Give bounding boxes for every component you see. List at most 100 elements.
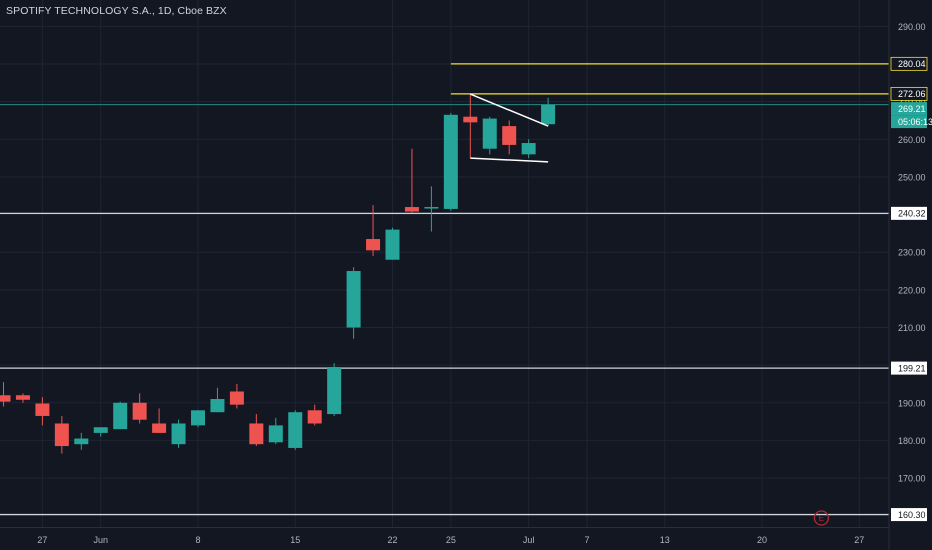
candle-body	[327, 367, 342, 415]
candle-body	[35, 403, 50, 416]
price-tick-label: 290.00	[898, 22, 926, 32]
candle	[404, 148, 419, 213]
candle	[288, 410, 303, 450]
candle	[249, 414, 264, 447]
candle-body	[74, 438, 89, 445]
horizontal-levels[interactable]	[0, 63, 889, 516]
candle-body	[463, 116, 478, 123]
time-tick-label: 15	[290, 535, 300, 545]
candle-body	[249, 423, 264, 445]
candle-body	[268, 425, 283, 443]
candle	[0, 382, 11, 407]
price-tick-label: 220.00	[898, 285, 926, 295]
candle	[171, 419, 186, 448]
price-tag-160.30-bg[interactable]	[891, 508, 927, 522]
candle	[463, 94, 478, 159]
time-tick-label: 7	[584, 535, 589, 545]
price-tag-272.06-bg[interactable]	[890, 86, 928, 101]
candle-body	[132, 402, 147, 420]
price-tick-label: 260.00	[898, 135, 926, 145]
price-axis[interactable]: 170.00180.00190.00200.00210.00220.00230.…	[888, 0, 932, 550]
candle	[15, 393, 30, 403]
candle-body	[443, 114, 458, 209]
candle	[93, 427, 108, 437]
candle-body	[113, 402, 128, 430]
candles	[0, 94, 556, 454]
price-tag-272.06: 272.06	[898, 89, 926, 99]
candle	[268, 417, 283, 445]
countdown-tag: 05:06:13	[898, 117, 932, 127]
trendline[interactable]	[470, 157, 549, 163]
candle-body	[229, 391, 244, 405]
candle	[443, 112, 458, 211]
candle-body	[521, 143, 536, 155]
price-tag-280.04: 280.04	[898, 59, 926, 69]
candle	[191, 410, 205, 428]
candle-body	[191, 410, 205, 426]
time-tick-label: Jun	[93, 535, 108, 545]
time-tick-label: 13	[660, 535, 670, 545]
time-tick-label: 27	[37, 535, 47, 545]
candle	[385, 227, 400, 260]
price-tag-240.32-bg[interactable]	[891, 206, 927, 220]
candle-body	[307, 410, 322, 424]
candle	[132, 393, 147, 424]
event-markers[interactable]: E	[813, 510, 830, 526]
candle	[74, 432, 89, 450]
candle	[521, 139, 536, 159]
candle	[482, 116, 497, 155]
candle-body	[385, 229, 400, 260]
candle-body	[15, 395, 30, 400]
price-tag-280.04-bg[interactable]	[890, 56, 928, 71]
candle	[307, 404, 322, 426]
candle	[541, 97, 556, 127]
time-tick-label: 22	[387, 535, 397, 545]
earnings-marker-label: E	[819, 514, 824, 523]
candle-body	[171, 423, 186, 445]
price-tag-199.21: 199.21	[898, 363, 926, 373]
candle-body	[93, 427, 108, 433]
earnings-marker[interactable]	[813, 510, 830, 526]
price-tag-199.21-bg[interactable]	[891, 361, 927, 375]
candle-body	[0, 395, 11, 402]
grid-lines	[0, 0, 889, 527]
countdown-tag-bg[interactable]	[891, 115, 927, 129]
time-tick-label: 8	[195, 535, 200, 545]
candle-body	[502, 126, 517, 145]
price-tick-label: 170.00	[898, 474, 926, 484]
last-price-tag-bg[interactable]	[891, 102, 927, 116]
candle-body	[210, 399, 225, 413]
candle-body	[424, 207, 439, 209]
candle	[152, 408, 167, 433]
candle	[229, 383, 244, 409]
price-tick-label: 250.00	[898, 172, 926, 182]
price-tick-label: 180.00	[898, 436, 926, 446]
candle	[502, 120, 517, 155]
price-tag-160.30: 160.30	[898, 510, 926, 520]
candle	[54, 415, 69, 454]
time-tick-label: 27	[854, 535, 864, 545]
trendlines[interactable]	[470, 93, 549, 163]
price-tick-label: 230.00	[898, 248, 926, 258]
candle	[424, 186, 439, 232]
candle-body	[366, 239, 381, 251]
candle-body	[288, 412, 303, 448]
time-tick-label: 25	[446, 535, 456, 545]
chart-title: SPOTIFY TECHNOLOGY S.A., 1D, Cboe BZX	[6, 5, 227, 17]
candle-body	[404, 207, 419, 212]
time-tick-label: Jul	[523, 535, 535, 545]
price-tag-240.32: 240.32	[898, 209, 926, 219]
candle-body	[152, 423, 167, 433]
candle-body	[482, 118, 497, 149]
time-tick-label: 20	[757, 535, 767, 545]
candle-body	[541, 104, 556, 125]
candle	[366, 205, 381, 256]
candle	[35, 397, 50, 426]
price-tick-label: 210.00	[898, 323, 926, 333]
time-axis[interactable]: 27 Jun 8 15 22 25 Jul 7 13 20 27	[0, 527, 889, 546]
trendline[interactable]	[470, 93, 549, 127]
candle-body	[54, 423, 69, 447]
last-price-tag: 269.21	[898, 104, 926, 114]
